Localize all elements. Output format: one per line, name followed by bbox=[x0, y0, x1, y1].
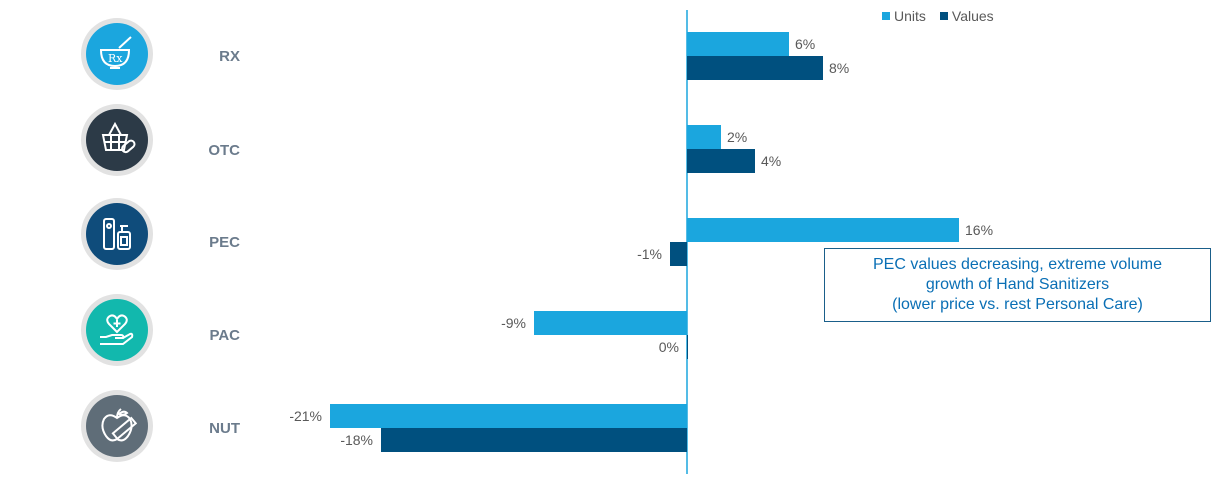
legend-units-label: Units bbox=[894, 8, 926, 24]
bar-pac-units bbox=[534, 311, 687, 335]
bar-rx-units bbox=[687, 32, 789, 56]
data-label-nut-units: -21% bbox=[289, 408, 322, 424]
svg-text:Rx: Rx bbox=[108, 52, 123, 65]
bar-nut-units bbox=[330, 404, 687, 428]
nut-category-badge bbox=[81, 390, 153, 462]
rx-category-badge: Rx bbox=[81, 18, 153, 90]
legend-units-swatch bbox=[882, 12, 890, 20]
annotation-line-2: growth of Hand Sanitizers bbox=[925, 276, 1110, 293]
data-label-rx-values: 8% bbox=[829, 60, 849, 76]
bar-pac-values bbox=[687, 335, 688, 359]
category-label-otc: OTC bbox=[208, 142, 240, 159]
mortar-pestle-rx-icon: Rx bbox=[99, 36, 132, 69]
chart-legend: Units Values bbox=[882, 8, 994, 24]
legend-values-swatch bbox=[939, 12, 948, 20]
data-label-pec-values: -1% bbox=[637, 246, 662, 262]
data-label-nut-values: -18% bbox=[340, 432, 373, 448]
data-label-pac-values: 0% bbox=[659, 339, 679, 355]
basket-pill-icon bbox=[101, 121, 136, 154]
bar-otc-units bbox=[687, 125, 721, 149]
bar-otc-values bbox=[687, 149, 755, 173]
category-label-pac: PAC bbox=[209, 327, 240, 344]
pac-category-badge bbox=[81, 294, 153, 366]
data-label-pec-units: 16% bbox=[965, 222, 993, 238]
bar-nut-values bbox=[381, 428, 687, 452]
apple-measuring-tape-icon bbox=[101, 408, 137, 442]
category-label-nut: NUT bbox=[209, 420, 240, 437]
data-label-otc-units: 2% bbox=[727, 129, 747, 145]
pec-category-badge bbox=[81, 198, 153, 270]
legend-values-label: Values bbox=[951, 8, 994, 24]
category-label-rx: RX bbox=[219, 48, 240, 65]
category-label-pec: PEC bbox=[209, 234, 240, 251]
data-label-pac-units: -9% bbox=[501, 315, 526, 331]
data-label-rx-units: 6% bbox=[795, 36, 815, 52]
pec-annotation-box: PEC values decreasing, extreme volume gr… bbox=[824, 248, 1211, 322]
bar-pec-units bbox=[687, 218, 959, 242]
otc-category-badge bbox=[81, 104, 153, 176]
bar-rx-values bbox=[687, 56, 823, 80]
heart-hand-icon bbox=[100, 314, 134, 345]
annotation-line-1: PEC values decreasing, extreme volume bbox=[872, 256, 1163, 273]
bar-pec-values bbox=[670, 242, 687, 266]
annotation-line-3: (lower price vs. rest Personal Care) bbox=[892, 296, 1143, 313]
personal-care-bottles-icon bbox=[103, 218, 131, 250]
data-label-otc-values: 4% bbox=[761, 153, 781, 169]
